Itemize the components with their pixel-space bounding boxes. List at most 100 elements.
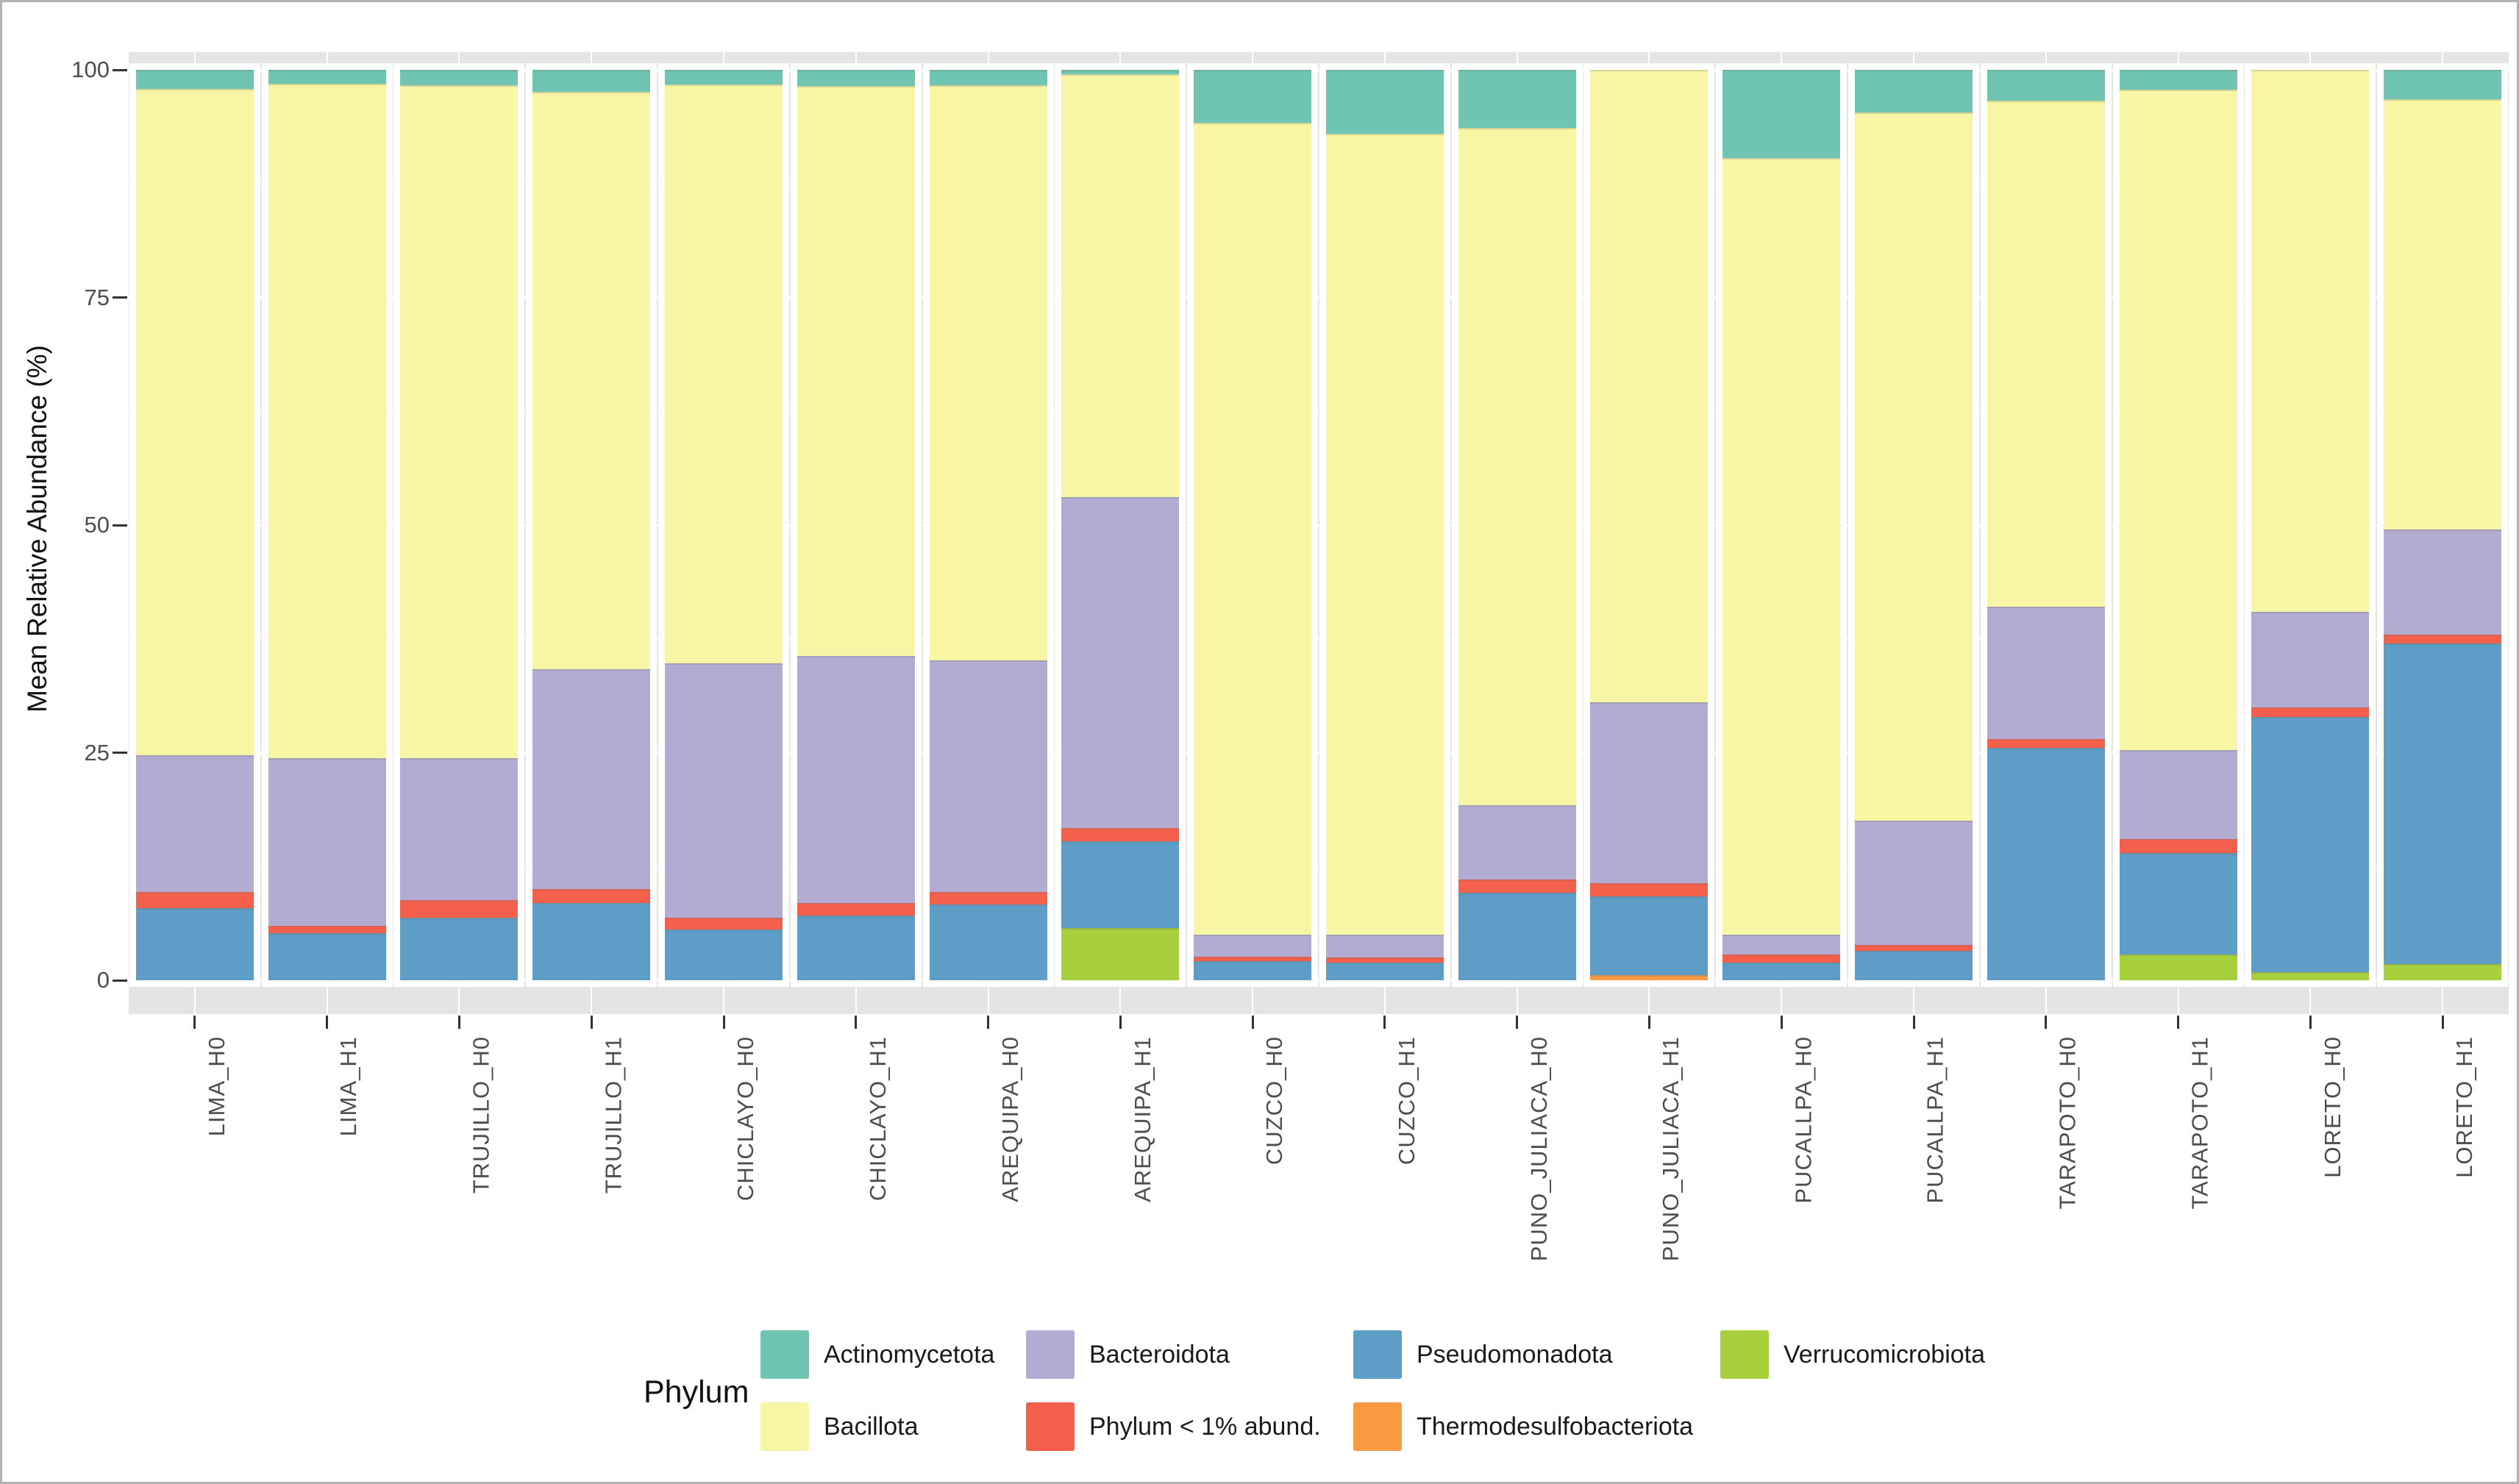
segment-bacteroidota-CHICLAYO_H0 bbox=[665, 663, 783, 918]
x-tick-mark bbox=[326, 1016, 329, 1029]
y-tick-label-100: 100 bbox=[71, 57, 110, 82]
segment-actinomycetota-TARAPOTO_H0 bbox=[1987, 70, 2105, 101]
bar-LIMA_H0 bbox=[135, 70, 254, 980]
segment-phylum-1-abund--TARAPOTO_H0 bbox=[1987, 738, 2105, 749]
major-gridline bbox=[129, 524, 2509, 527]
y-tick-label-50: 50 bbox=[84, 512, 110, 538]
bar-LIMA_H1 bbox=[268, 70, 386, 980]
x-tick-mark bbox=[855, 1016, 858, 1029]
segment-bacillota-LIMA_H1 bbox=[268, 83, 386, 758]
segment-bacillota-PUNO_JULIACA_H0 bbox=[1458, 128, 1576, 806]
legend-label: Thermodesulfobacteriota bbox=[1417, 1412, 1694, 1441]
segment-phylum-1-abund--LIMA_H1 bbox=[268, 925, 386, 933]
y-tick-mark bbox=[113, 524, 127, 527]
legend-item-actinomycetota: Actinomycetota bbox=[760, 1330, 994, 1379]
x-tick-mark bbox=[722, 1016, 725, 1029]
segment-bacteroidota-PUCALLPA_H1 bbox=[1855, 821, 1973, 945]
segment-phylum-1-abund--CHICLAYO_H1 bbox=[797, 902, 915, 916]
x-tick-mark bbox=[2045, 1016, 2048, 1029]
minor-gridline bbox=[129, 638, 2509, 640]
y-tick-mark bbox=[113, 979, 127, 982]
segment-bacteroidota-LORETO_H1 bbox=[2384, 529, 2502, 635]
segment-bacteroidota-LIMA_H1 bbox=[268, 757, 386, 926]
major-gridline bbox=[129, 68, 2509, 71]
segment-bacteroidota-TRUJILLO_H1 bbox=[532, 668, 651, 890]
segment-thermodesulfobacteriota-PUNO_JULIACA_H1 bbox=[1590, 974, 1709, 980]
bar-AREQUIPA_H1 bbox=[1061, 70, 1180, 980]
segment-phylum-1-abund--CHICLAYO_H0 bbox=[665, 917, 783, 930]
legend-item-bacteroidota: Bacteroidota bbox=[1026, 1330, 1230, 1379]
segment-bacillota-CUZCO_H1 bbox=[1325, 133, 1444, 935]
segment-phylum-1-abund--PUNO_JULIACA_H0 bbox=[1458, 879, 1576, 893]
bar-PUNO_JULIACA_H1 bbox=[1590, 70, 1709, 980]
segment-bacteroidota-PUCALLPA_H0 bbox=[1722, 935, 1841, 955]
legend-key-swatch bbox=[1353, 1402, 1402, 1451]
minor-gridline bbox=[129, 866, 2509, 868]
legend-label: Verrucomicrobiota bbox=[1784, 1340, 1986, 1369]
segment-bacillota-TARAPOTO_H1 bbox=[2119, 90, 2237, 750]
legend-key-swatch bbox=[1720, 1330, 1769, 1379]
segment-bacteroidota-LIMA_H0 bbox=[135, 755, 254, 892]
x-tick-mark bbox=[2441, 1016, 2444, 1029]
segment-phylum-1-abund--AREQUIPA_H0 bbox=[929, 891, 1047, 905]
legend-key-swatch bbox=[760, 1330, 809, 1379]
legend-item-bacillota: Bacillota bbox=[760, 1402, 919, 1451]
x-tick-mark bbox=[1251, 1016, 1254, 1029]
segment-bacillota-LORETO_H0 bbox=[2251, 70, 2370, 612]
segment-phylum-1-abund--LIMA_H0 bbox=[135, 891, 254, 909]
segment-bacillota-CUZCO_H0 bbox=[1194, 122, 1312, 935]
segment-pseudomonadota-CHICLAYO_H0 bbox=[665, 929, 783, 980]
segment-bacillota-TARAPOTO_H0 bbox=[1987, 101, 2105, 607]
segment-actinomycetota-TRUJILLO_H1 bbox=[532, 70, 651, 92]
bar-PUNO_JULIACA_H0 bbox=[1458, 70, 1576, 980]
bar-CUZCO_H0 bbox=[1194, 70, 1312, 980]
major-gridline bbox=[129, 752, 2509, 754]
segment-bacteroidota-TRUJILLO_H0 bbox=[400, 757, 519, 901]
x-tick-mark bbox=[1647, 1016, 1650, 1029]
major-gridline bbox=[129, 979, 2509, 982]
segment-pseudomonadota-LIMA_H0 bbox=[135, 908, 254, 980]
bar-PUCALLPA_H1 bbox=[1855, 70, 1973, 980]
segment-bacillota-LORETO_H1 bbox=[2384, 99, 2502, 530]
bar-PUCALLPA_H0 bbox=[1722, 70, 1841, 980]
segment-verrucomicrobiota-LORETO_H1 bbox=[2384, 963, 2502, 980]
x-tick-mark bbox=[2177, 1016, 2180, 1029]
x-tick-mark bbox=[1119, 1016, 1122, 1029]
x-tick-mark bbox=[2309, 1016, 2312, 1029]
x-tick-mark bbox=[1780, 1016, 1783, 1029]
bar-TARAPOTO_H0 bbox=[1987, 70, 2105, 980]
x-tick-mark bbox=[193, 1016, 196, 1029]
bar-CUZCO_H1 bbox=[1325, 70, 1444, 980]
legend-item-phylum-1-abund-: Phylum < 1% abund. bbox=[1026, 1402, 1321, 1451]
segment-bacillota-CHICLAYO_H1 bbox=[797, 86, 915, 657]
bar-CHICLAYO_H0 bbox=[665, 70, 783, 980]
segment-bacillota-PUCALLPA_H0 bbox=[1722, 158, 1841, 935]
segment-actinomycetota-TRUJILLO_H0 bbox=[400, 70, 519, 86]
x-tick-mark bbox=[1516, 1016, 1519, 1029]
segment-phylum-1-abund--PUCALLPA_H0 bbox=[1722, 955, 1841, 963]
segment-bacillota-LIMA_H0 bbox=[135, 89, 254, 756]
segment-pseudomonadota-TARAPOTO_H0 bbox=[1987, 748, 2105, 980]
segment-pseudomonadota-LORETO_H0 bbox=[2251, 717, 2370, 972]
plot-panel bbox=[129, 52, 2509, 1014]
segment-pseudomonadota-CUZCO_H0 bbox=[1194, 961, 1312, 980]
segment-actinomycetota-AREQUIPA_H0 bbox=[929, 70, 1047, 86]
segment-phylum-1-abund--PUCALLPA_H1 bbox=[1855, 944, 1973, 952]
segment-bacteroidota-AREQUIPA_H1 bbox=[1061, 496, 1180, 829]
legend-title: Phylum bbox=[644, 1374, 749, 1410]
minor-gridline bbox=[129, 410, 2509, 413]
legend-label: Phylum < 1% abund. bbox=[1089, 1412, 1321, 1441]
legend-item-pseudomonadota: Pseudomonadota bbox=[1353, 1330, 1613, 1379]
bar-LORETO_H0 bbox=[2251, 70, 2370, 980]
legend-key-swatch bbox=[1353, 1330, 1402, 1379]
legend-item-thermodesulfobacteriota: Thermodesulfobacteriota bbox=[1353, 1402, 1693, 1451]
segment-phylum-1-abund--LORETO_H0 bbox=[2251, 707, 2370, 718]
minor-gridline bbox=[129, 182, 2509, 185]
segment-phylum-1-abund--CUZCO_H0 bbox=[1194, 956, 1312, 962]
segment-pseudomonadota-PUNO_JULIACA_H1 bbox=[1590, 896, 1709, 975]
y-tick-label-75: 75 bbox=[84, 284, 110, 310]
segment-phylum-1-abund--PUNO_JULIACA_H1 bbox=[1590, 882, 1709, 897]
bar-CHICLAYO_H1 bbox=[797, 70, 915, 980]
segment-phylum-1-abund--LORETO_H1 bbox=[2384, 634, 2502, 643]
